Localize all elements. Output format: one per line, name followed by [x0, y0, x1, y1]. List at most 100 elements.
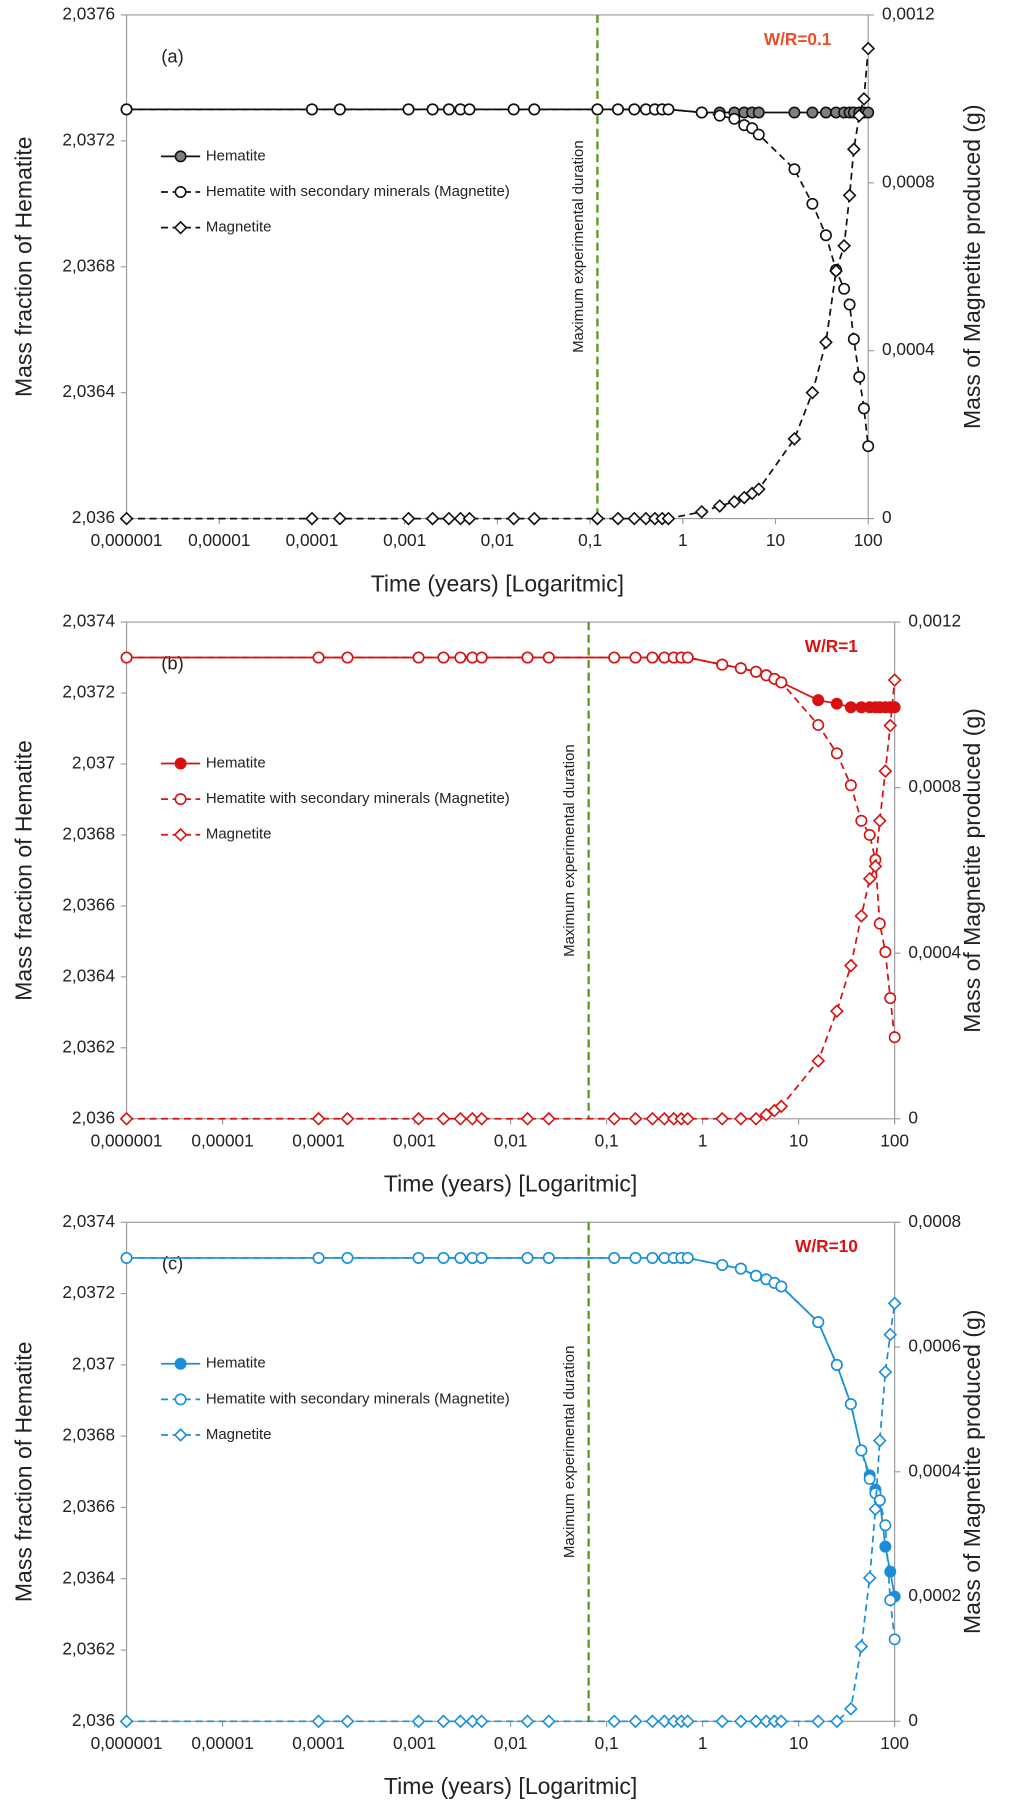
x-tick-label: 0,0001: [286, 530, 339, 550]
marker: [305, 511, 319, 526]
marker: [829, 264, 843, 278]
marker: [542, 1251, 555, 1264]
marker: [883, 1327, 898, 1342]
marker: [453, 511, 468, 526]
marker: [888, 1633, 901, 1646]
marker: [846, 142, 861, 157]
y-tick-label: 2,0364: [62, 381, 115, 401]
x-tick-label: 100: [880, 1733, 909, 1753]
marker: [506, 511, 521, 526]
marker: [657, 1714, 672, 1729]
marker: [863, 1472, 876, 1485]
y2-tick-label: 0,0008: [908, 776, 961, 796]
series-line: [126, 48, 870, 520]
marker: [750, 665, 763, 678]
marker: [829, 1004, 844, 1019]
marker: [680, 1111, 695, 1126]
marker: [857, 402, 870, 415]
marker: [312, 1251, 325, 1264]
marker: [119, 1714, 134, 1729]
marker: [842, 188, 857, 203]
y-tick-label: 2,0362: [62, 1036, 115, 1056]
marker: [474, 1111, 489, 1126]
marker: [442, 103, 455, 116]
y2-tick-label: 0,0008: [882, 171, 935, 191]
marker: [862, 871, 877, 886]
marker: [873, 917, 886, 930]
marker: [750, 1269, 763, 1282]
x-tick-label: 0,001: [383, 530, 426, 550]
marker: [646, 651, 659, 664]
marker: [520, 1714, 535, 1729]
x-tick-label: 0,1: [595, 1733, 619, 1753]
marker: [715, 1111, 730, 1126]
marker: [837, 238, 852, 253]
y-tick-label: 2,0366: [62, 1496, 115, 1516]
y-axis-title: Mass fraction of Hematite: [10, 740, 36, 1001]
legend-marker: [174, 757, 187, 770]
marker: [751, 482, 766, 497]
marker: [607, 1111, 622, 1126]
y2-tick-label: 0: [908, 1710, 918, 1730]
marker: [401, 511, 416, 526]
marker: [340, 1111, 355, 1126]
marker: [311, 1111, 326, 1126]
marker: [728, 112, 741, 125]
marker: [412, 1251, 425, 1264]
y2-tick-label: 0,0012: [882, 3, 935, 23]
marker: [752, 128, 765, 141]
marker: [527, 511, 542, 526]
y-tick-label: 2,0366: [62, 894, 115, 914]
marker: [465, 1111, 480, 1126]
marker: [879, 946, 892, 959]
x-tick-label: 1: [698, 1733, 708, 1753]
marker: [812, 1316, 825, 1329]
marker: [855, 1444, 868, 1457]
marker: [843, 298, 856, 311]
marker: [628, 1714, 643, 1729]
vline-label: Maximum experimental duration: [561, 1346, 578, 1559]
x-tick-label: 0,0001: [292, 1130, 345, 1150]
y-tick-label: 2,0376: [62, 3, 115, 23]
marker: [884, 1565, 897, 1578]
x-axis-title: Time (years) [Logaritmic]: [371, 570, 624, 596]
marker: [333, 103, 346, 116]
marker: [861, 41, 876, 56]
marker: [749, 1714, 763, 1729]
panel: 0,000001 0,00001 0,0001 0,001 0,01 0,1 1 10 100 2…: [10, 1211, 985, 1799]
marker: [884, 1594, 897, 1607]
y-tick-label: 2,037: [72, 1353, 115, 1373]
marker: [812, 694, 825, 707]
vline-label: Maximum experimental duration: [561, 744, 578, 957]
legend-marker: [174, 1357, 187, 1370]
marker: [520, 1111, 535, 1126]
marker: [521, 1251, 534, 1264]
y-tick-label: 2,036: [72, 1710, 115, 1730]
y-tick-label: 2,0372: [62, 129, 115, 149]
legend-label: Hematite: [206, 147, 266, 164]
x-tick-label: 0,000001: [91, 1733, 163, 1753]
y2-tick-label: 0,0004: [882, 339, 935, 359]
x-tick-label: 0,00001: [191, 1130, 253, 1150]
marker: [844, 1398, 857, 1411]
y-tick-label: 2,0368: [62, 1425, 115, 1445]
y-tick-label: 2,036: [72, 1107, 115, 1127]
x-tick-label: 0,001: [393, 1733, 436, 1753]
marker: [680, 1714, 695, 1729]
x-tick-label: 0,000001: [91, 530, 163, 550]
x-tick-label: 100: [880, 1130, 909, 1150]
plot-frame: [125, 621, 896, 1120]
x-tick-label: 0,01: [481, 530, 515, 550]
legend-marker: [173, 827, 188, 842]
marker: [465, 1714, 480, 1729]
marker: [863, 828, 876, 841]
marker: [852, 108, 867, 123]
legend-label: Magnetite: [206, 826, 272, 843]
marker: [661, 511, 676, 526]
legend-label: Hematite: [206, 1355, 266, 1372]
panel-label: (b): [161, 652, 183, 673]
marker: [868, 859, 883, 874]
marker: [628, 1111, 643, 1126]
marker: [888, 1031, 901, 1044]
x-tick-label: 1: [678, 530, 688, 550]
